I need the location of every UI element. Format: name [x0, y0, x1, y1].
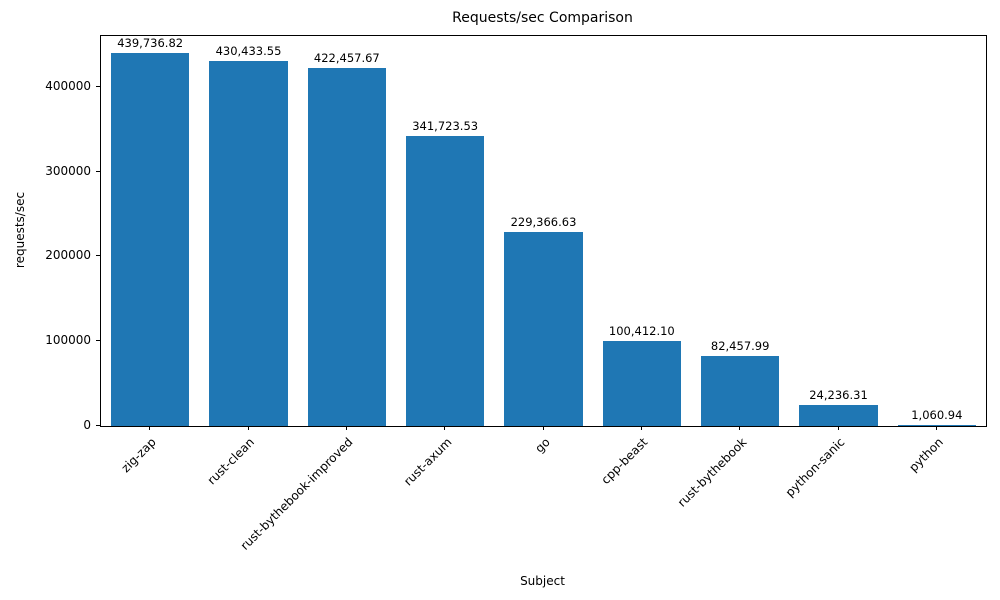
y-tick-mark	[96, 425, 100, 426]
bar	[700, 356, 780, 426]
bar-value-label: 82,457.99	[710, 339, 770, 354]
y-tick-label: 0	[83, 418, 91, 432]
x-tick-mark	[149, 426, 151, 430]
x-tick-mark	[640, 426, 642, 430]
bar	[405, 136, 485, 426]
bar	[602, 340, 682, 426]
x-axis-ticks: zig-zap rust-clean rust-bythebook-improved…	[100, 426, 985, 576]
x-tick-label: go	[531, 435, 553, 456]
y-tick-label: 100000	[45, 333, 91, 348]
bar-value-label: 439,736.82	[117, 36, 184, 51]
y-tick-mark	[96, 170, 100, 172]
bar-value-label: 100,412.10	[608, 323, 675, 338]
x-tick-mark	[542, 426, 544, 430]
bar	[110, 53, 190, 426]
bar-value-label: 341,723.53	[412, 119, 479, 134]
y-tick-label: 400000	[45, 78, 91, 93]
y-tick-mark	[96, 340, 100, 342]
y-axis-ticks: 0 100000 200000 300000 400000	[0, 35, 100, 432]
bar	[504, 231, 583, 426]
bar-value-label: 422,457.67	[313, 50, 380, 65]
x-tick-mark	[739, 426, 741, 430]
plot-area: 439,736.82 430,433.55 422,457.67 341,723.53…	[100, 35, 987, 427]
bar-value-label: 229,366.63	[510, 214, 577, 229]
x-tick-mark	[345, 426, 347, 430]
y-tick-label: 300000	[45, 163, 91, 178]
bar	[897, 425, 977, 426]
y-tick-label: 200000	[45, 248, 91, 263]
x-tick-label: python-sanic	[782, 435, 848, 500]
bar-value-label: 1,060.94	[911, 408, 963, 422]
x-tick-label: rust-bythebook	[674, 435, 750, 510]
x-tick-mark	[837, 426, 839, 430]
bars-group: 439,736.82 430,433.55 422,457.67 341,723.53…	[101, 36, 986, 426]
x-tick-label: cpp-beast	[598, 435, 651, 487]
x-tick-label: rust-bythebook-improved	[237, 435, 356, 553]
x-tick-mark	[444, 426, 446, 430]
x-tick-mark	[935, 426, 937, 430]
bar	[307, 67, 387, 426]
x-axis-label: Subject	[520, 574, 565, 588]
x-tick-label: zig-zap	[118, 435, 160, 476]
y-tick-mark	[96, 85, 100, 87]
x-tick-label: rust-axum	[400, 435, 455, 489]
bar	[209, 61, 288, 426]
bar-value-label: 430,433.55	[215, 44, 282, 59]
x-tick-mark	[247, 426, 249, 430]
bar-value-label: 24,236.31	[809, 388, 868, 403]
x-tick-label: python	[906, 435, 946, 475]
y-tick-mark	[96, 255, 100, 257]
bar	[799, 405, 878, 426]
x-tick-label: rust-clean	[204, 435, 258, 488]
chart-title: Requests/sec Comparison	[452, 10, 633, 26]
